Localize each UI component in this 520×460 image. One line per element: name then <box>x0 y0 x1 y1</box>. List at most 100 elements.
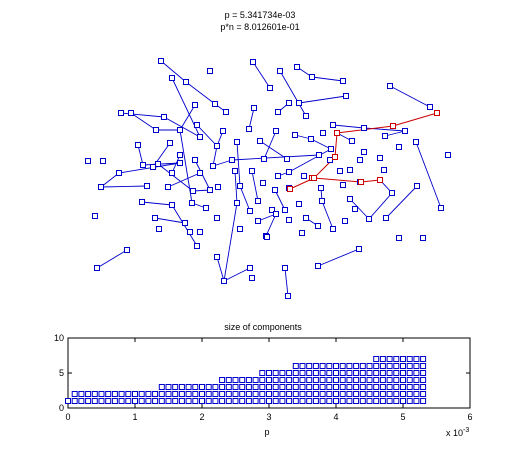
x-tick-label: 2 <box>199 412 204 422</box>
graph-edge <box>389 85 431 108</box>
graph-node <box>140 162 146 168</box>
component-size-point <box>373 370 380 376</box>
component-size-point <box>145 398 152 404</box>
graph-node <box>349 138 355 144</box>
component-size-point <box>266 391 272 397</box>
bottom-chart-title: size of components <box>224 322 302 332</box>
graph-edge <box>96 249 128 269</box>
graph-nodes <box>85 58 451 299</box>
component-size-point <box>413 356 420 362</box>
graph-node <box>187 229 193 235</box>
graph-node <box>150 164 156 170</box>
graph-node <box>273 211 279 217</box>
graph-node <box>182 220 188 226</box>
graph-node <box>296 201 302 207</box>
graph-node <box>301 173 307 179</box>
component-size-point <box>111 391 118 397</box>
graph-node <box>197 229 203 235</box>
graph-edge <box>216 256 225 282</box>
graph-edge <box>274 189 286 211</box>
graph-node <box>303 215 309 221</box>
component-size-point <box>192 384 199 390</box>
graph-edge <box>141 201 173 206</box>
component-size-point <box>105 398 112 404</box>
component-size-point <box>172 384 179 390</box>
component-size-point <box>286 377 293 383</box>
component-size-point <box>379 363 386 369</box>
component-size-point <box>78 398 85 404</box>
component-size-point <box>272 398 279 404</box>
component-size-point <box>292 370 299 376</box>
component-size-point <box>205 384 212 390</box>
component-size-point <box>158 384 165 390</box>
graph-node <box>284 156 290 162</box>
graph-node <box>249 168 255 174</box>
graph-edge <box>185 81 216 105</box>
component-size-point <box>406 398 413 404</box>
graph-edge <box>212 145 218 167</box>
graph-node <box>275 109 281 115</box>
component-size-point <box>312 377 319 383</box>
component-size-point <box>346 384 353 390</box>
component-size-point <box>386 398 393 404</box>
component-size-point <box>400 363 406 369</box>
graph-edge <box>332 124 365 129</box>
graph-node <box>273 128 279 134</box>
component-size-point <box>212 384 219 390</box>
graph-node <box>318 185 324 191</box>
component-size-point <box>333 391 339 397</box>
component-size-point <box>319 370 326 376</box>
component-size-point <box>292 391 299 397</box>
component-size-point <box>339 370 346 376</box>
graph-node <box>215 184 221 190</box>
component-size-point <box>172 391 179 397</box>
component-size-point <box>279 384 286 390</box>
x-tick-label: 5 <box>400 412 405 422</box>
graph-node <box>234 139 240 145</box>
graph-node <box>214 254 220 260</box>
graph-edge <box>142 162 181 166</box>
component-size-point <box>393 384 400 390</box>
component-size-point <box>346 377 353 383</box>
component-size-point <box>185 398 192 404</box>
graph-node <box>413 139 419 145</box>
graph-edge <box>179 104 196 131</box>
component-size-point <box>386 370 393 376</box>
component-size-point <box>400 356 406 362</box>
graph-node <box>158 58 164 64</box>
graph-title-line1: p = 5.341734e-03 <box>225 10 296 20</box>
graph-node <box>420 235 426 241</box>
graph-node <box>177 160 183 166</box>
graph-node <box>389 190 395 196</box>
graph-node-highlight <box>334 130 340 136</box>
component-size-point <box>413 377 420 383</box>
graph-node <box>366 216 372 222</box>
component-size-point <box>239 384 246 390</box>
component-size-point <box>373 384 380 390</box>
graph-edge <box>415 141 442 209</box>
component-size-point <box>299 363 306 369</box>
component-size-point <box>245 384 252 390</box>
component-size-point <box>386 391 393 397</box>
component-size-point <box>319 377 326 383</box>
x-tick-label: 0 <box>65 412 70 422</box>
component-size-point <box>339 391 346 397</box>
component-size-point <box>413 398 420 404</box>
component-size-point <box>259 384 266 390</box>
component-size-point <box>373 377 380 383</box>
component-size-point <box>406 370 413 376</box>
component-size-point <box>138 391 145 397</box>
graph-node <box>347 167 353 173</box>
graph-node <box>192 102 198 108</box>
graph-node <box>286 100 292 106</box>
graph-node <box>315 223 321 229</box>
component-size-point <box>286 370 293 376</box>
component-size-point <box>292 363 299 369</box>
component-size-point <box>326 377 333 383</box>
graph-node <box>260 180 266 186</box>
graph-node <box>169 75 175 81</box>
component-size-point <box>366 391 373 397</box>
graph-node <box>320 130 326 136</box>
graph-largest-component-nodes <box>287 110 440 192</box>
component-size-point <box>118 398 125 404</box>
